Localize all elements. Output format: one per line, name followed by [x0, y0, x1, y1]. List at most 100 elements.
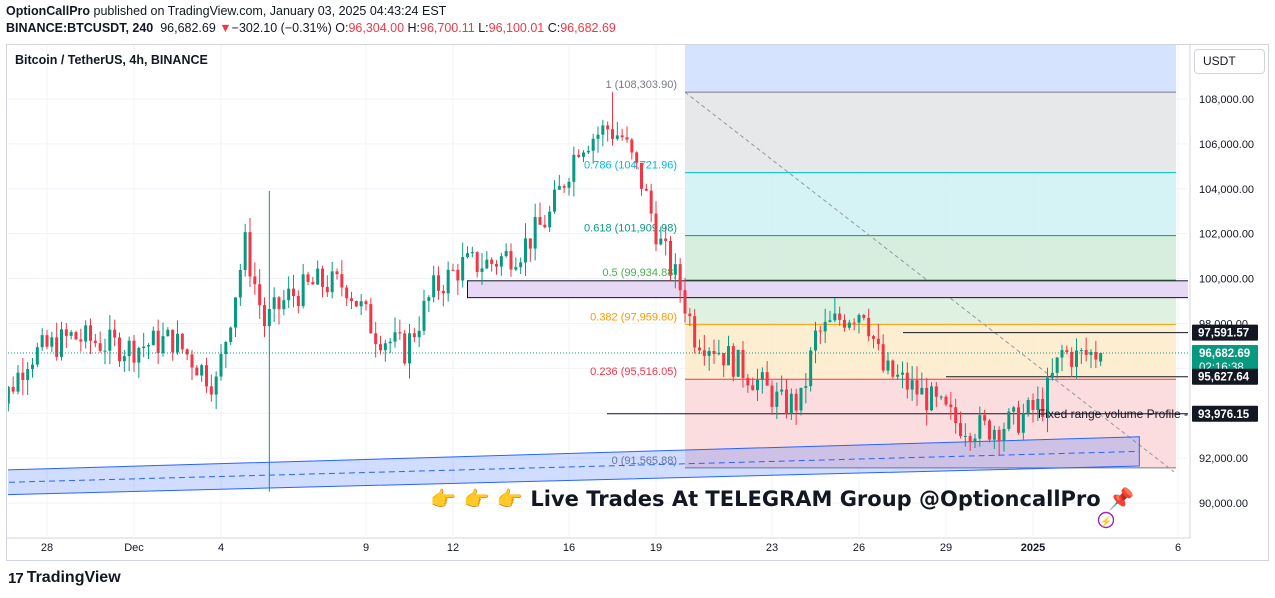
candle-body — [891, 360, 895, 377]
candle-body — [804, 386, 808, 388]
candle — [441, 284, 445, 307]
tradingview-footer[interactable]: 17 TradingView — [8, 569, 121, 587]
candle — [828, 310, 832, 323]
tradingview-brand: TradingView — [26, 569, 121, 586]
price-change: −302.10 (−0.31%) — [231, 21, 332, 35]
candle-body — [369, 304, 373, 334]
candle-body — [311, 281, 315, 285]
candle-body — [939, 396, 943, 398]
candle-body — [151, 330, 155, 346]
candle — [504, 243, 508, 258]
candle-body — [1079, 350, 1083, 352]
candle-body — [543, 224, 547, 228]
candle-body — [799, 387, 803, 411]
candle — [388, 338, 392, 354]
candle — [959, 411, 962, 439]
candle-body — [920, 387, 924, 395]
candle-body — [736, 349, 740, 377]
open-value: 96,304.00 — [348, 21, 405, 35]
fib-zone — [685, 172, 1176, 236]
candle-body — [872, 336, 875, 339]
candle — [606, 121, 610, 142]
candle — [1036, 386, 1040, 421]
candle — [1046, 367, 1049, 433]
candle-body — [176, 333, 179, 353]
candle-body — [422, 300, 426, 331]
candle — [528, 238, 532, 262]
candle-body — [1041, 398, 1045, 417]
time-tick-label: 9 — [363, 542, 369, 554]
candle-body — [267, 309, 271, 327]
candle — [21, 357, 25, 396]
fib-level-label: 0.382 (97,959.80) — [590, 311, 677, 323]
candle-body — [915, 380, 919, 395]
candle — [171, 329, 175, 361]
candle — [50, 331, 54, 353]
chart-frame[interactable] — [6, 44, 1269, 561]
candle-body — [292, 288, 295, 297]
candle-body — [635, 152, 639, 163]
candle — [949, 391, 953, 420]
candle — [495, 260, 498, 275]
candle — [287, 276, 291, 309]
candle-body — [306, 274, 310, 282]
candle — [741, 340, 745, 388]
candle-body — [765, 372, 769, 386]
candle-body — [533, 216, 537, 249]
candle — [1079, 347, 1083, 365]
candle — [364, 299, 368, 311]
candle — [644, 183, 648, 192]
candle — [340, 260, 344, 297]
candle-body — [272, 297, 276, 310]
candle-body — [248, 232, 252, 277]
candle-body — [852, 322, 856, 324]
candle — [1002, 422, 1006, 452]
candle-body — [615, 135, 619, 139]
resistance-zone — [467, 280, 1188, 299]
candle-body — [1002, 428, 1006, 442]
candle — [1065, 345, 1069, 355]
candle-body — [243, 232, 247, 270]
candle-body — [219, 354, 223, 377]
channel-midline — [8, 450, 1140, 483]
candle-body — [354, 300, 358, 307]
candle — [881, 334, 885, 373]
candle-body — [69, 332, 73, 336]
candle-body — [606, 125, 610, 130]
candle — [234, 296, 237, 338]
candle — [577, 149, 581, 159]
candle-body — [224, 342, 228, 355]
candle-body — [930, 386, 933, 411]
candle-body — [586, 150, 590, 153]
candle-body — [209, 386, 213, 395]
candle-body — [857, 315, 861, 323]
candle-body — [1094, 351, 1098, 360]
currency-button[interactable]: USDT — [1194, 49, 1265, 74]
candle — [978, 406, 982, 447]
candle — [466, 246, 469, 259]
candle-body — [688, 313, 692, 317]
candle-body — [683, 290, 687, 314]
candle-body — [548, 211, 552, 228]
candle-body — [495, 264, 498, 267]
candle — [582, 150, 585, 162]
candle — [572, 146, 576, 197]
candle-body — [345, 287, 349, 299]
candle-body — [504, 251, 508, 257]
candle-body — [519, 262, 523, 268]
time-tick-label: 19 — [650, 542, 662, 554]
ascending-channel — [8, 436, 1140, 496]
candle — [654, 201, 658, 252]
candle-body — [760, 372, 764, 380]
candle — [161, 322, 165, 357]
candle — [799, 387, 803, 416]
candle — [765, 361, 769, 386]
candle-body — [582, 152, 585, 157]
candle-body — [770, 385, 774, 407]
candle-body — [814, 330, 817, 351]
candle — [166, 327, 170, 337]
last-price-tag-value: 96,682.69 — [1199, 348, 1250, 360]
candle — [238, 264, 242, 306]
candle — [485, 251, 489, 270]
